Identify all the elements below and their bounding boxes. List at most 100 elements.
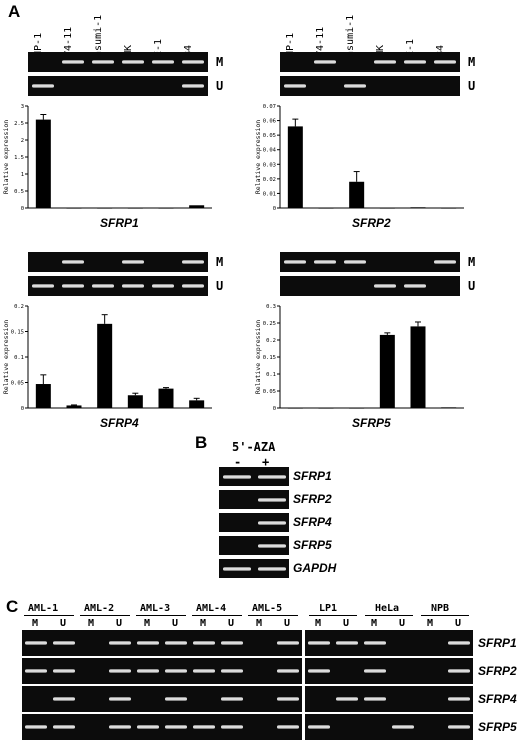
lane-m-label: M — [371, 618, 378, 629]
gel-band — [137, 641, 159, 645]
gel-band — [277, 725, 299, 729]
lane-u-label: U — [399, 618, 406, 629]
group-label: AML-4 — [196, 603, 227, 614]
gel-band — [53, 725, 75, 729]
group-underline — [421, 615, 469, 616]
gel-band — [284, 84, 306, 88]
lane-u-label: U — [172, 618, 179, 629]
patient-gel-row-right — [305, 630, 473, 656]
bar — [318, 408, 334, 409]
gel-band — [344, 260, 366, 264]
bar-chart-sfrp4: 0 0.05 0.1 0.15 0.2 Relative expression — [2, 304, 212, 412]
gel-band — [308, 669, 330, 673]
lane-m-label: M — [256, 618, 263, 629]
y-tick-label: 0.05 — [11, 381, 24, 387]
patient-gene-label: SFRP2 — [478, 664, 517, 678]
bar — [379, 208, 395, 209]
y-tick-label: 0.25 — [263, 321, 276, 327]
y-tick-label: 0 — [21, 206, 24, 212]
gel-band — [53, 641, 75, 645]
group-label: AML-1 — [28, 603, 59, 614]
aza-gel-row — [219, 559, 289, 578]
gel-band — [222, 566, 251, 571]
gel-band — [448, 725, 470, 729]
y-tick-label: 3 — [21, 104, 24, 110]
gel-band — [32, 284, 54, 288]
gel-band — [182, 60, 204, 64]
gel-band — [53, 697, 75, 701]
gel-band — [221, 641, 243, 645]
gel-band — [404, 60, 426, 64]
gel-band — [25, 641, 47, 645]
bar — [35, 384, 51, 408]
patient-gene-label: SFRP5 — [478, 720, 517, 734]
gel-band — [404, 284, 426, 288]
bar — [410, 207, 426, 208]
bar — [66, 405, 82, 408]
gel-band — [374, 60, 396, 64]
gene-label-sfrp5: SFRP5 — [352, 416, 391, 430]
gel-band — [193, 725, 215, 729]
group-label: AML-3 — [140, 603, 171, 614]
y-tick-label: 0.3 — [266, 304, 276, 310]
y-tick-label: 0.1 — [266, 372, 276, 378]
bar — [97, 208, 113, 209]
gel-band — [25, 669, 47, 673]
panel-b-label: B — [195, 433, 208, 452]
bar — [441, 407, 457, 408]
gel-band — [53, 669, 75, 673]
methylated-gel-row — [280, 252, 460, 272]
panel-c-label: C — [6, 597, 19, 616]
bar — [66, 208, 82, 209]
gel-band — [314, 260, 336, 264]
gel-band — [434, 60, 456, 64]
gel-band — [221, 725, 243, 729]
y-tick-label: 0.01 — [263, 191, 276, 197]
patient-gel-row-left — [22, 686, 302, 712]
gel-band — [122, 284, 144, 288]
patient-gel-row-left — [22, 630, 302, 656]
aza-gene-label: SFRP2 — [293, 492, 332, 506]
bar-chart-sfrp2: 0 0.01 0.02 0.03 0.04 0.05 0.06 0.07 Relative ex… — [254, 104, 464, 212]
bar-chart-sfrp1: 0 0.5 1 1.5 2 2.5 3 Relative expression — [2, 104, 212, 212]
group-underline — [136, 615, 186, 616]
row-tag-u: U — [468, 79, 476, 93]
gel-band — [277, 669, 299, 673]
patient-gel-row-left — [22, 658, 302, 684]
gel-band — [364, 697, 386, 701]
unmethylated-gel-row — [280, 76, 460, 96]
gel-band — [336, 641, 358, 645]
gel-band — [257, 474, 286, 479]
patient-gene-label: SFRP1 — [478, 636, 517, 650]
lane-m-label: M — [427, 618, 434, 629]
lane-m-label: M — [315, 618, 322, 629]
y-tick-label: 0.02 — [263, 177, 276, 183]
gel-band — [308, 641, 330, 645]
gel-band — [165, 641, 187, 645]
y-tick-label: 0 — [273, 406, 276, 412]
gel-band — [221, 669, 243, 673]
gel-band — [222, 474, 251, 479]
bar-chart-sfrp5: 0 0.05 0.1 0.15 0.2 0.25 0.3 Relative expressio… — [254, 304, 464, 412]
lane-m-label: M — [144, 618, 151, 629]
aza-gene-label: SFRP1 — [293, 469, 332, 483]
bar — [97, 323, 113, 408]
aza-minus: - — [234, 455, 242, 469]
gel-band — [221, 697, 243, 701]
lane-m-label: M — [32, 618, 39, 629]
y-tick-label: 0 — [273, 206, 276, 212]
bar — [35, 119, 51, 208]
patient-gel-row-right — [305, 714, 473, 740]
gel-band — [336, 697, 358, 701]
gel-band — [448, 697, 470, 701]
gel-band — [257, 566, 286, 571]
group-underline — [365, 615, 413, 616]
gel-band — [182, 260, 204, 264]
bar — [189, 400, 205, 408]
lane-u-label: U — [284, 618, 291, 629]
aza-plus: + — [262, 455, 270, 469]
y-tick-label: 0.5 — [14, 189, 24, 195]
lane-u-label: U — [60, 618, 67, 629]
gel-band — [308, 725, 330, 729]
gel-band — [109, 669, 131, 673]
